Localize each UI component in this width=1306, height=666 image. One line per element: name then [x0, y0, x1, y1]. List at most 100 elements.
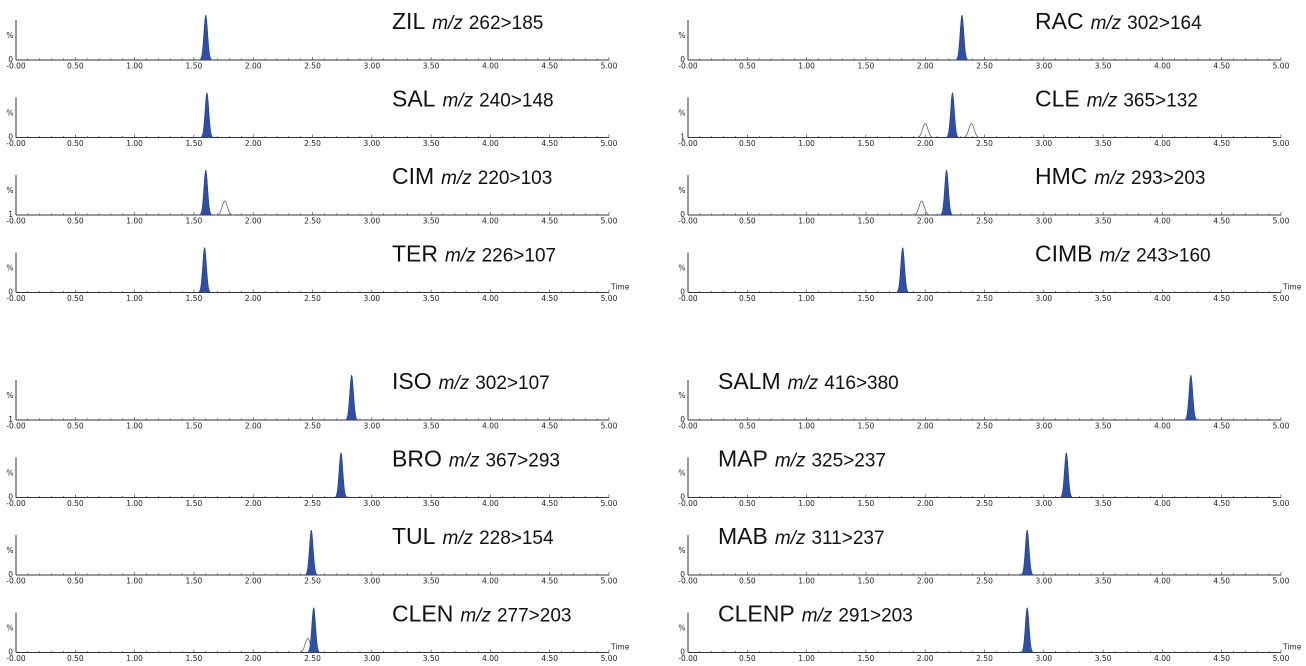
y-min-label: 0 [8, 493, 13, 502]
mz-prefix: m/z [442, 91, 473, 112]
x-tick-label: -0.00 [678, 422, 698, 431]
x-tick-label: 2.50 [304, 294, 321, 303]
x-tick-label: 1.00 [798, 422, 815, 431]
x-tick-label: 3.00 [363, 422, 380, 431]
compound-name: ISO [392, 368, 432, 394]
x-tick-label: 3.50 [1095, 62, 1112, 71]
x-tick-label: 5.00 [1273, 499, 1290, 508]
mz-prefix: m/z [441, 168, 472, 189]
peak-cimb [891, 246, 914, 293]
x-tick-label: 2.00 [917, 577, 934, 586]
x-tick-label: 4.50 [541, 422, 558, 431]
y-min-label: 0 [8, 133, 13, 142]
mz-transition: 302>164 [1127, 13, 1202, 34]
x-tick-label: 3.00 [1035, 499, 1052, 508]
x-tick-label: 3.50 [1095, 217, 1112, 226]
panel-label-zil: ZIL m/z 262>185 [392, 8, 543, 34]
peak-cle [941, 91, 964, 138]
time-axis-label: Time [610, 643, 630, 652]
x-tick-label: 4.50 [541, 217, 558, 226]
x-tick-label: 3.00 [363, 577, 380, 586]
mz-transition: 277>203 [497, 606, 572, 627]
x-tick-label: 5.00 [601, 422, 618, 431]
x-tick-label: 4.50 [1213, 62, 1230, 71]
x-tick-label: 5.00 [1273, 139, 1290, 148]
x-tick-label: 4.00 [1154, 62, 1171, 71]
x-tick-label: 0.50 [739, 62, 756, 71]
x-tick-label: 1.50 [858, 62, 875, 71]
mz-transition: 228>154 [479, 528, 554, 549]
x-tick-label: 3.50 [1095, 294, 1112, 303]
x-tick-label: 4.50 [1213, 577, 1230, 586]
compound-name: RAC [1035, 8, 1084, 34]
x-tick-label: 2.00 [245, 422, 262, 431]
x-tick-label: 3.00 [1035, 577, 1052, 586]
x-tick-label: 5.00 [601, 139, 618, 148]
compound-name: MAP [718, 446, 768, 472]
x-tick-label: 1.50 [186, 62, 203, 71]
x-tick-label: 4.50 [1213, 654, 1230, 663]
minor-peak [912, 200, 932, 216]
x-tick-label: 0.50 [67, 499, 84, 508]
time-axis-label: Time [610, 283, 630, 292]
y-min-label: 0 [680, 570, 685, 579]
y-min-label: 0 [680, 415, 685, 424]
x-tick-label: 0.50 [67, 294, 84, 303]
mz-prefix: m/z [432, 13, 463, 34]
compound-name: BRO [392, 446, 442, 472]
y-min-label: 0 [680, 493, 685, 502]
x-tick-label: 1.00 [126, 654, 143, 663]
x-tick-label: 5.00 [1273, 62, 1290, 71]
x-tick-label: 4.00 [482, 294, 499, 303]
mz-transition: 325>237 [811, 451, 886, 472]
compound-name: CIM [392, 163, 434, 189]
x-tick-label: 0.50 [67, 217, 84, 226]
x-tick-label: 5.00 [601, 577, 618, 586]
x-tick-label: 1.50 [186, 217, 203, 226]
mz-prefix: m/z [1091, 13, 1122, 34]
x-tick-label: 0.50 [67, 422, 84, 431]
x-tick-label: 2.50 [976, 499, 993, 508]
y-axis-label: % [6, 264, 13, 273]
x-tick-label: 1.50 [186, 139, 203, 148]
minor-peak [915, 123, 935, 138]
x-tick-label: 5.00 [601, 294, 618, 303]
x-tick-label: 2.50 [304, 499, 321, 508]
y-axis-label: % [678, 186, 685, 195]
peak-ter [193, 246, 216, 293]
x-tick-label: 2.50 [304, 139, 321, 148]
mz-prefix: m/z [775, 528, 806, 549]
mz-transition: 302>107 [475, 373, 550, 394]
y-min-label: 0 [8, 648, 13, 657]
x-tick-label: 2.00 [245, 499, 262, 508]
x-tick-label: 4.00 [1154, 577, 1171, 586]
panel-label-rac: RAC m/z 302>164 [1035, 8, 1202, 34]
x-tick-label: 4.00 [1154, 294, 1171, 303]
x-tick-label: 3.50 [423, 577, 440, 586]
x-tick-label: 2.50 [304, 62, 321, 71]
x-tick-label: 1.50 [186, 422, 203, 431]
panel-label-hmc: HMC m/z 293>203 [1035, 163, 1206, 189]
x-tick-label: 3.50 [423, 499, 440, 508]
y-axis-label: % [6, 31, 13, 40]
x-tick-label: 3.50 [1095, 499, 1112, 508]
x-tick-label: -0.00 [6, 577, 26, 586]
peak-zil [195, 14, 217, 61]
x-tick-label: 4.50 [1213, 499, 1230, 508]
x-tick-label: 1.50 [858, 294, 875, 303]
x-tick-label: 3.00 [363, 217, 380, 226]
x-tick-label: 1.00 [126, 217, 143, 226]
x-tick-label: 2.50 [976, 217, 993, 226]
x-tick-label: 3.50 [1095, 654, 1112, 663]
mz-prefix: m/z [1094, 168, 1125, 189]
peak-cim [195, 169, 217, 216]
peak-clen [303, 606, 325, 653]
panel-label-mab: MAB m/z 311>237 [718, 523, 885, 549]
x-tick-label: 2.00 [917, 499, 934, 508]
x-tick-label: 1.50 [858, 654, 875, 663]
x-tick-label: 1.50 [858, 422, 875, 431]
x-tick-label: 5.00 [601, 62, 618, 71]
compound-name: CLE [1035, 86, 1080, 112]
x-tick-label: -0.00 [678, 499, 698, 508]
